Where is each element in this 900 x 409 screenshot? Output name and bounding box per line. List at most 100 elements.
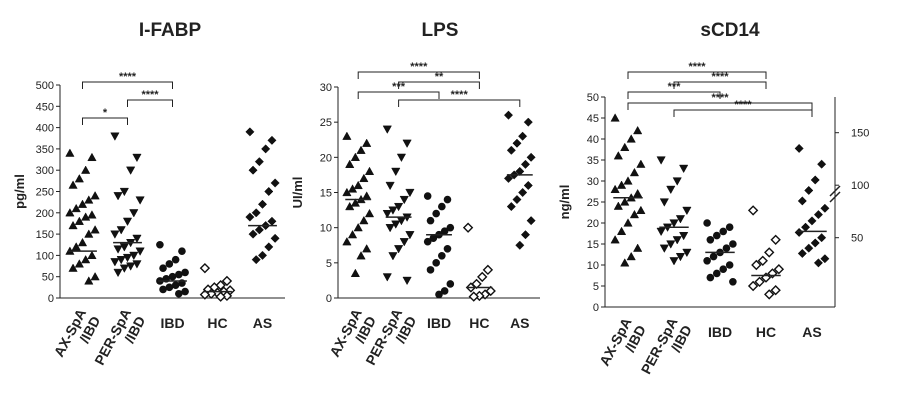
y-tick-label: 50 [42,272,54,284]
dot [817,159,827,169]
y-tick-label: 30 [587,176,599,188]
dot [679,231,689,241]
dot [181,268,189,277]
dot [817,233,827,243]
dot [613,201,623,210]
dot [168,272,177,281]
dot [801,222,811,232]
y-axis-label: ng/ml [557,185,572,220]
dot [747,280,759,292]
dot [757,255,768,266]
dot [446,223,455,232]
dot [350,152,360,161]
dot [270,233,280,243]
dot [77,199,88,208]
y-tick-label: 30 [320,82,332,94]
dot [656,156,666,165]
dot [353,222,363,232]
significance-bracket [398,99,521,107]
significance-bracket [673,109,813,117]
dot [669,257,679,266]
dot [350,268,360,277]
dot [506,145,516,155]
significance-label: **** [711,71,729,83]
y-tick-label: 20 [320,152,332,164]
dot [245,212,255,222]
dot [119,187,129,197]
y-tick-label: 350 [36,144,54,156]
dot [385,224,395,233]
dot [520,159,531,169]
dot [257,250,268,260]
dot [248,229,258,239]
dot [443,195,452,204]
dot [438,252,446,260]
dot [810,175,820,185]
dot [356,145,366,154]
dot [682,206,692,216]
dot [399,238,409,247]
dot [362,191,372,200]
dot [770,285,781,296]
dot [402,276,412,286]
dot [347,229,358,239]
y-tick-label: 400 [36,123,54,135]
dot [518,187,528,198]
dot [116,226,126,235]
dot [429,234,438,243]
y-tick-label: 25 [587,197,599,209]
dot [264,186,274,197]
significance-bracket [627,91,721,99]
dot [342,131,352,140]
dot [71,242,81,251]
dot [199,262,211,274]
dot [682,248,692,258]
dot [820,254,830,264]
dot [712,231,721,240]
dot [165,283,174,292]
dot [171,255,180,264]
dot [135,196,145,205]
dot [175,289,183,298]
dot [132,234,142,244]
dot [359,215,369,225]
y-tick-label: 35 [587,155,599,167]
dot [794,227,804,238]
dot [807,216,817,226]
significance-label: ** [435,71,444,83]
dot [709,252,718,261]
dot [110,258,120,267]
dot [257,199,268,209]
dot [178,247,186,255]
dot [438,202,446,211]
dot [364,166,375,176]
dot [636,159,646,168]
dot [74,259,84,268]
x-tick-label: AS [510,315,529,331]
dot [270,178,280,188]
dot [129,209,139,218]
dot [65,148,75,157]
y-tick-label: 50 [587,92,599,104]
dot [468,291,479,302]
dot [362,138,372,147]
dot [706,273,715,282]
y-tick-label: 10 [587,260,599,272]
dot [382,273,392,282]
significance-label: **** [141,89,159,101]
dot [248,165,258,175]
dot [722,244,731,252]
dot [74,216,84,225]
dot [382,125,392,134]
dot [393,245,404,254]
dot [135,247,145,256]
dot [90,271,100,281]
dot [68,220,78,230]
y-tick-label: 0 [593,302,599,314]
y-tick-label: 10 [320,223,332,235]
x-tick-label: AS [802,324,821,340]
dot [388,252,398,261]
dot [719,227,728,236]
dot [362,244,372,253]
dot [797,196,807,206]
